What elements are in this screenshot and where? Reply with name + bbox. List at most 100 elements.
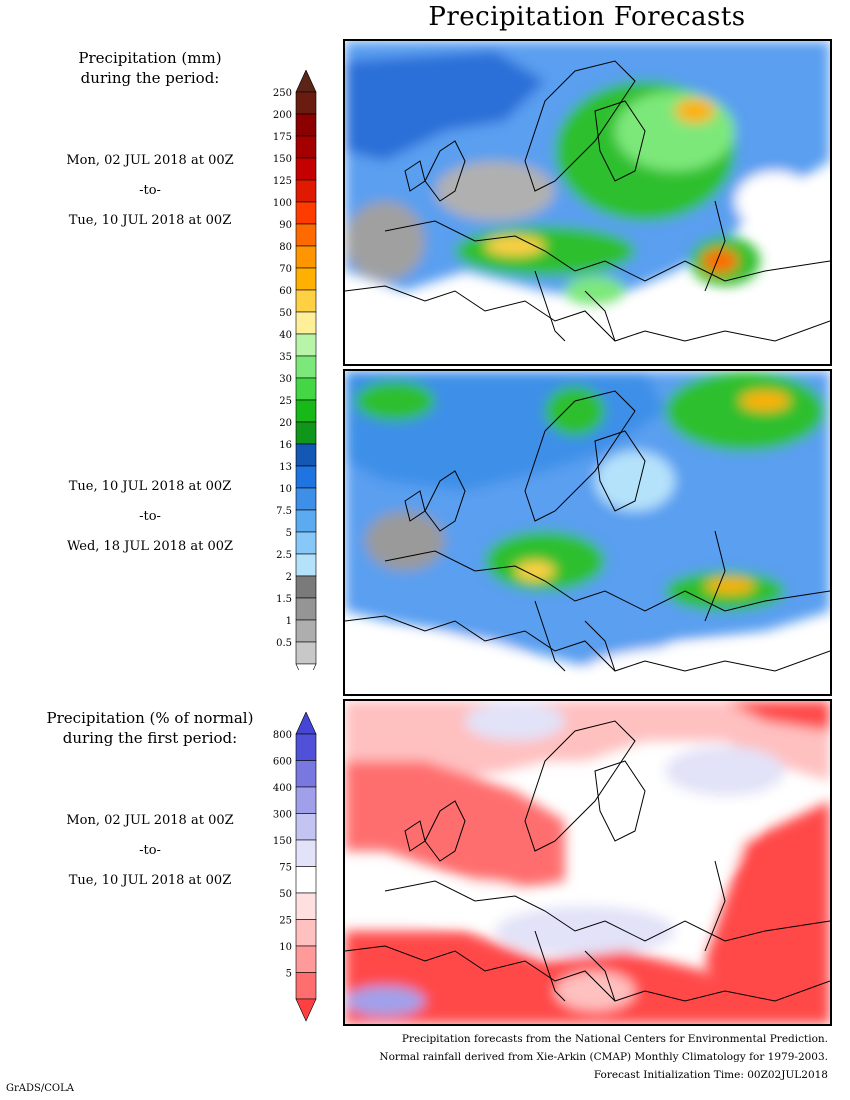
scale-swatch: [295, 892, 317, 920]
period3-end: Tue, 10 JUL 2018 at 00Z: [68, 873, 232, 888]
scale-tick-label: 70: [279, 264, 292, 275]
scale-tick-label: 60: [279, 286, 292, 297]
footer-grads-cola: GrADS/COLA: [6, 1083, 74, 1094]
scale-tick-label: 150: [273, 836, 292, 847]
scale-tick-label: 800: [273, 730, 292, 741]
scale-swatch: [295, 786, 317, 814]
scale-swatch: [295, 553, 317, 577]
scale-tick-label: 16: [279, 440, 292, 451]
scale-swatch: [295, 157, 317, 181]
scale-tick-label: 2: [286, 572, 292, 583]
scale-swatch: [295, 245, 317, 269]
scale-tick-label: 100: [273, 198, 292, 209]
period1-start: Mon, 02 JUL 2018 at 00Z: [66, 153, 234, 168]
scale-swatch: [295, 223, 317, 247]
scale-tick-label: 35: [279, 352, 292, 363]
scale-swatch: [295, 179, 317, 203]
map-panel-percent-normal: [343, 699, 832, 1026]
scale-tick-label: 90: [279, 220, 292, 231]
scale-tick-label: 20: [279, 418, 292, 429]
map-panel-period1: [343, 39, 832, 366]
scale-swatch: [295, 919, 317, 947]
scale-swatch: [295, 113, 317, 137]
precip-pct-heading: Precipitation (% of normal) during the f…: [30, 708, 270, 748]
scale-swatch: [295, 91, 317, 115]
scale-swatch: [295, 813, 317, 841]
credit-line-1: Precipitation forecasts from the Nationa…: [401, 1033, 828, 1045]
scale-tick-label: 5: [286, 528, 292, 539]
precip-pct-color-bar: 800 600 400 300 150 75 50 25 10 5: [273, 711, 317, 1022]
scale-tick-label: 7.5: [276, 506, 292, 517]
precip-pct-color-scale: 800 600 400 300 150 75 50 25 10 5: [258, 711, 318, 1022]
scale-tick-label: 75: [279, 863, 292, 874]
scale-swatch: [295, 575, 317, 599]
credit-line-2: Normal rainfall derived from Xie-Arkin (…: [379, 1051, 828, 1063]
scale-swatch: [295, 355, 317, 379]
period1-separator: -to-: [139, 183, 161, 198]
scale-swatch: [295, 866, 317, 894]
scale-swatch: [295, 945, 317, 973]
scale-tick-label: 1.5: [276, 594, 292, 605]
scale-tick-label: 10: [279, 942, 292, 953]
scale-top-arrow: [295, 711, 317, 735]
scale-swatch: [295, 399, 317, 423]
scale-top-arrow: [295, 69, 317, 93]
scale-tick-label: 200: [273, 110, 292, 121]
scale-tick-label: 2.5: [276, 550, 292, 561]
scale-tick-label: 1: [286, 616, 292, 627]
scale-bottom-arrow: [295, 663, 317, 687]
coastlines: [345, 60, 830, 342]
coastlines: [345, 390, 830, 672]
scale-swatch: [295, 972, 317, 1000]
scale-tick-label: 10: [279, 484, 292, 495]
period2-start: Tue, 10 JUL 2018 at 00Z: [68, 479, 232, 494]
scale-tick-label: 400: [273, 783, 292, 794]
scale-tick-label: 30: [279, 374, 292, 385]
scale-tick-label: 175: [273, 132, 292, 143]
precip-mm-heading-line1: Precipitation (mm): [78, 49, 222, 67]
coastlines: [345, 720, 830, 1002]
scale-swatch: [295, 201, 317, 225]
scale-tick-label: 300: [273, 810, 292, 821]
scale-tick-label: 80: [279, 242, 292, 253]
scale-swatch: [295, 733, 317, 761]
precip-mm-color-scale: 250 200 175 150 125 100 90 80 70 60 50 40 35 30 25 20 16…: [258, 69, 318, 687]
precip-pct-heading-line2: during the first period:: [62, 729, 238, 747]
scale-tick-label: 5: [286, 969, 292, 980]
scale-tick-label: 25: [279, 396, 292, 407]
map-panel-period2: [343, 369, 832, 696]
period2-separator: -to-: [139, 509, 161, 524]
page-title: Precipitation Forecasts: [428, 2, 746, 32]
scale-swatch: [295, 839, 317, 867]
scale-swatch: [295, 597, 317, 621]
scale-swatch: [295, 465, 317, 489]
scale-swatch: [295, 760, 317, 788]
period3-separator: -to-: [139, 843, 161, 858]
period1-end: Tue, 10 JUL 2018 at 00Z: [68, 213, 232, 228]
scale-swatch: [295, 421, 317, 445]
scale-swatch: [295, 333, 317, 357]
precip-pct-heading-line1: Precipitation (% of normal): [46, 709, 254, 727]
precip-mm-heading-line2: during the period:: [80, 69, 220, 87]
scale-swatch: [295, 311, 317, 335]
scale-tick-label: 50: [279, 889, 292, 900]
europe-precip-map-1: [345, 41, 830, 364]
scale-swatch: [295, 377, 317, 401]
scale-swatch: [295, 443, 317, 467]
scale-swatch: [295, 135, 317, 159]
scale-tick-label: 40: [279, 330, 292, 341]
precip-mm-color-bar: 2502001751501251009080706050403530252016…: [273, 69, 317, 687]
period3-start: Mon, 02 JUL 2018 at 00Z: [66, 813, 234, 828]
precip-mm-heading: Precipitation (mm) during the period:: [40, 48, 260, 88]
scale-tick-label: 250: [273, 88, 292, 99]
scale-swatch: [295, 509, 317, 533]
credit-line-3: Forecast Initialization Time: 00Z02JUL20…: [593, 1069, 828, 1081]
europe-percent-normal-map: [345, 701, 830, 1024]
scale-tick-label: 125: [273, 176, 292, 187]
scale-tick-label: 600: [273, 757, 292, 768]
scale-tick-label: 50: [279, 308, 292, 319]
europe-precip-map-2: [345, 371, 830, 694]
scale-swatch: [295, 619, 317, 643]
scale-tick-label: 13: [279, 462, 292, 473]
scale-tick-label: 150: [273, 154, 292, 165]
